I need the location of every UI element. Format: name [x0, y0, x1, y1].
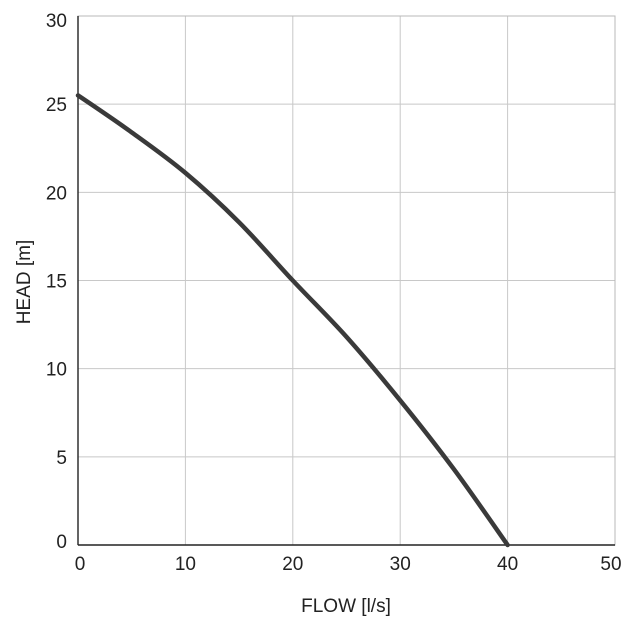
series-line-0 [75, 93, 510, 548]
y-tick-label-30: 30 [46, 11, 67, 32]
y-tick-label-20: 20 [46, 183, 67, 204]
x-axis-label: FLOW [l/s] [301, 596, 391, 617]
y-tick-label-10: 10 [46, 360, 67, 381]
x-tick-label-10: 10 [175, 554, 196, 575]
x-tick-labels: 0 10 20 30 40 50 [75, 554, 622, 575]
y-axis-label: HEAD [m] [14, 240, 35, 324]
x-tick-label-50: 50 [600, 554, 621, 575]
y-tick-label-5: 5 [56, 448, 67, 469]
x-tick-label-20: 20 [282, 554, 303, 575]
plot-frame [77, 15, 616, 546]
y-tick-label-25: 25 [46, 95, 67, 116]
x-tick-label-0: 0 [75, 554, 86, 575]
y-tick-label-0: 0 [56, 532, 67, 553]
y-tick-labels: 0 5 10 15 20 25 30 [46, 11, 67, 553]
x-tick-label-30: 30 [390, 554, 411, 575]
y-tick-label-15: 15 [46, 272, 67, 293]
series-group [75, 93, 510, 548]
grid [78, 16, 615, 545]
x-tick-label-40: 40 [497, 554, 518, 575]
